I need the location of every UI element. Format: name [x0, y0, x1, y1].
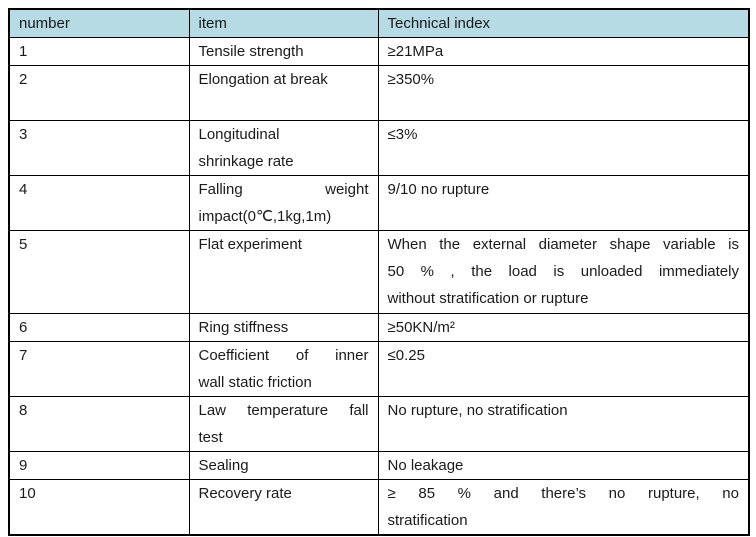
cell-item: Recovery rate: [188, 479, 379, 536]
cell-technical-index: 9/10 no rupture: [377, 175, 750, 231]
table-header: number item Technical index: [8, 8, 750, 38]
table-row: 8 Law temperature fall test No rupture, …: [8, 396, 750, 452]
technical-index-table: number item Technical index 1 Tensile st…: [8, 8, 750, 536]
cell-line: Longitudinal: [198, 126, 280, 143]
cell-item: Falling weight impact(0℃,1kg,1m): [188, 175, 379, 231]
cell-technical-index: ≥ 85 % and there’s no rupture, no strati…: [377, 479, 750, 536]
cell-number: 6: [8, 313, 190, 342]
table-row: 10 Recovery rate ≥ 85 % and there’s no r…: [8, 479, 750, 536]
cell-line: ≥ 85 % and there’s no rupture, no: [387, 485, 740, 502]
cell-item: Longitudinal shrinkage rate: [188, 120, 379, 176]
cell-technical-index: ≥21MPa: [377, 37, 750, 66]
cell-technical-index: No rupture, no stratification: [377, 396, 750, 452]
column-header-item: item: [188, 8, 379, 38]
cell-number: 7: [8, 341, 190, 397]
cell-line: Law temperature fall: [198, 402, 369, 419]
cell-line: impact(0℃,1kg,1m): [198, 208, 332, 225]
table-row: 7 Coefficient of inner wall static frict…: [8, 341, 750, 397]
table-row: 9 Sealing No leakage: [8, 451, 750, 480]
cell-line: When the external diameter shape variabl…: [387, 236, 740, 253]
cell-number: 4: [8, 175, 190, 231]
header-row: number item Technical index: [8, 8, 750, 38]
cell-line: test: [198, 429, 223, 446]
cell-technical-index: When the external diameter shape variabl…: [377, 230, 750, 314]
cell-technical-index: ≥50KN/m²: [377, 313, 750, 342]
cell-number: 1: [8, 37, 190, 66]
cell-number: 2: [8, 65, 190, 121]
cell-number: 8: [8, 396, 190, 452]
cell-line: Falling weight: [198, 181, 369, 198]
cell-line: wall static friction: [198, 374, 312, 391]
column-header-number: number: [8, 8, 190, 38]
cell-number: 3: [8, 120, 190, 176]
cell-line: shrinkage rate: [198, 153, 294, 170]
cell-number: 9: [8, 451, 190, 480]
cell-technical-index: ≤0.25: [377, 341, 750, 397]
table-row: 6 Ring stiffness ≥50KN/m²: [8, 313, 750, 342]
cell-line: 50 % , the load is unloaded immediately: [387, 263, 740, 280]
cell-number: 5: [8, 230, 190, 314]
cell-number: 10: [8, 479, 190, 536]
cell-line: stratification: [387, 512, 468, 529]
cell-line: without stratification or rupture: [387, 290, 589, 307]
table-row: 4 Falling weight impact(0℃,1kg,1m) 9/10 …: [8, 175, 750, 231]
cell-item: Ring stiffness: [188, 313, 379, 342]
cell-item: Flat experiment: [188, 230, 379, 314]
table-row: 1 Tensile strength ≥21MPa: [8, 37, 750, 66]
cell-technical-index: ≤3%: [377, 120, 750, 176]
cell-item: Sealing: [188, 451, 379, 480]
cell-item: Elongation at break: [188, 65, 379, 121]
cell-line: Coefficient of inner: [198, 347, 369, 364]
cell-technical-index: No leakage: [377, 451, 750, 480]
cell-item: Coefficient of inner wall static frictio…: [188, 341, 379, 397]
table-row: 2 Elongation at break ≥350%: [8, 65, 750, 121]
cell-technical-index: ≥350%: [377, 65, 750, 121]
table-row: 3 Longitudinal shrinkage rate ≤3%: [8, 120, 750, 176]
cell-item: Tensile strength: [188, 37, 379, 66]
cell-item: Law temperature fall test: [188, 396, 379, 452]
column-header-technical-index: Technical index: [377, 8, 750, 38]
table-row: 5 Flat experiment When the external diam…: [8, 230, 750, 314]
